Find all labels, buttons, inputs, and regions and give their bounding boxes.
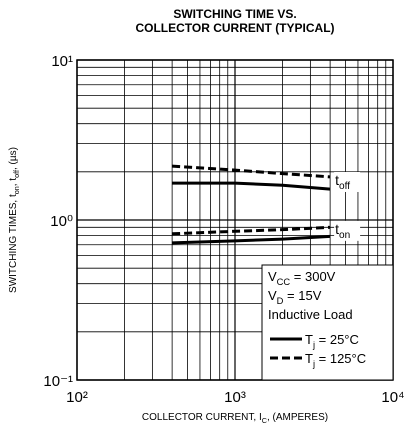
y-axis-label-sub: on — [12, 186, 21, 194]
curve-label-sub: off — [339, 181, 350, 192]
series-line — [172, 225, 331, 236]
legend-note-part: = 15V — [283, 288, 321, 303]
curve-label-sub: on — [339, 230, 350, 241]
series-line — [172, 164, 331, 179]
legend-note: Inductive Load — [268, 307, 353, 322]
x-axis-label-part: COLLECTOR CURRENT, I — [142, 412, 262, 423]
y-axis-label-part: , (µs) — [8, 147, 19, 170]
legend-label-part: T — [305, 332, 313, 347]
legend-label-part: = 25°C — [315, 332, 359, 347]
legend-label-sub: j — [312, 340, 315, 350]
y-axis-label-part: , t — [8, 178, 19, 187]
y-tick-label: 10¹ — [51, 53, 73, 70]
series-line — [172, 181, 331, 191]
legend-note-part: Inductive Load — [268, 307, 353, 322]
x-tick-label: 10² — [66, 389, 88, 406]
legend-note-part: = 300V — [290, 269, 336, 284]
y-axis-label-sub: off — [12, 170, 21, 178]
plot-frame — [76, 59, 394, 381]
curve-label-bg — [334, 220, 361, 241]
x-axis-label-part: , (AMPERES) — [267, 412, 328, 423]
chart-title: COLLECTOR CURRENT (TYPICAL) — [135, 21, 334, 35]
series-line — [172, 234, 331, 245]
curve-label-part: t — [335, 172, 339, 188]
y-axis-label: SWITCHING TIMES, ton, toff, (µs) — [8, 147, 21, 293]
legend-note-sub: CC — [277, 277, 291, 287]
legend-note: VCC = 300V — [268, 269, 336, 287]
y-axis-label-part: SWITCHING TIMES, t — [8, 194, 19, 293]
y-tick-label: 10⁰ — [50, 213, 73, 230]
x-axis-label-sub: C — [262, 416, 267, 425]
legend-box — [261, 264, 394, 381]
legend-note-part: V — [268, 288, 277, 303]
legend-label-part: T — [305, 351, 313, 366]
curve-label: ton — [335, 221, 350, 241]
legend-label: Tj = 125°C — [305, 351, 366, 369]
y-tick-label: 10⁻¹ — [43, 373, 73, 390]
legend-label-sub: j — [312, 359, 315, 369]
legend-label: Tj = 25°C — [305, 332, 359, 350]
x-tick-label: 10³ — [224, 389, 246, 406]
curve-label-part: t — [335, 221, 339, 237]
x-tick-label: 10⁴ — [381, 389, 404, 406]
chart-title: SWITCHING TIME VS. — [173, 7, 296, 21]
legend-label-part: = 125°C — [315, 351, 366, 366]
curve-label: toff — [335, 172, 350, 192]
x-axis-label: COLLECTOR CURRENT, IC, (AMPERES) — [142, 412, 328, 425]
curve-label-bg — [334, 171, 361, 192]
legend-note-sub: D — [277, 296, 284, 306]
legend-note: VD = 15V — [268, 288, 322, 306]
legend-note-part: V — [268, 269, 277, 284]
